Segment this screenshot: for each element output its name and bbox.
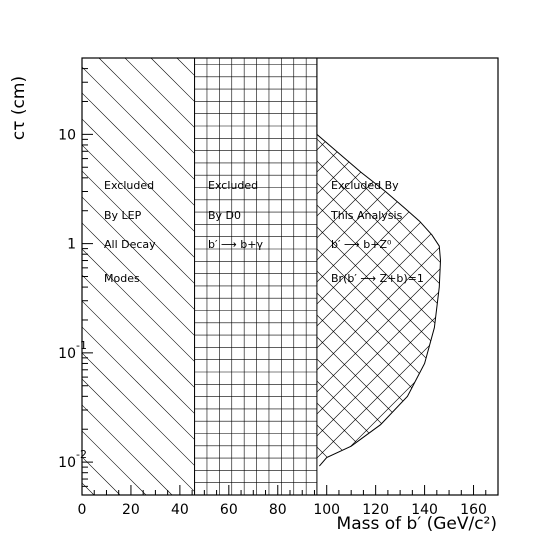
this-line-2: This Analysis <box>330 209 403 222</box>
d0-grid-region <box>194 58 317 495</box>
lep-hatch-line <box>82 326 194 440</box>
x-tick-label: 20 <box>122 502 140 518</box>
d0-region-label: Excluded By D0 b′ ⟶ b+γ <box>208 179 263 251</box>
lep-hatch-line <box>82 196 194 310</box>
this-analysis-region-label: Excluded By This Analysis b′ ⟶ b+Z⁰ Br(b… <box>330 179 424 285</box>
crosshatch-line <box>316 58 322 467</box>
crosshatch-line <box>433 58 441 467</box>
this-line-1: Excluded By <box>331 179 399 192</box>
y-tick-label: 10 <box>58 455 76 471</box>
lep-line-1: Excluded <box>104 179 154 192</box>
axis-ticks <box>81 57 499 496</box>
crosshatch-line <box>0 58 299 495</box>
plot-frame <box>81 57 499 496</box>
x-tick-label: 40 <box>171 502 189 518</box>
x-tick-label: 100 <box>313 502 340 518</box>
crosshatch-line <box>316 58 366 467</box>
crosshatch-line <box>316 58 441 467</box>
crosshatch-line <box>316 58 441 467</box>
x-tick-label: 140 <box>411 502 438 518</box>
region-labels: Excluded By LEP All Decay Modes Excluded… <box>104 179 424 285</box>
y-tick-label: 10 <box>58 346 76 362</box>
crosshatch-line <box>316 58 441 467</box>
crosshatch-line <box>316 58 441 467</box>
crosshatch-line <box>316 58 441 467</box>
crosshatch-line <box>411 58 441 467</box>
lep-hatch-line <box>82 378 194 492</box>
y-tick-label: 10 <box>58 127 76 143</box>
d0-line-3: b′ ⟶ b+γ <box>208 238 263 251</box>
crosshatch-line <box>316 58 441 467</box>
crosshatch-line <box>316 58 432 467</box>
lep-hatch-line <box>98 58 194 154</box>
crosshatch-line <box>316 58 388 467</box>
lep-hatch-line <box>82 404 173 495</box>
d0-line-2: By D0 <box>208 209 241 222</box>
crosshatch-line <box>411 58 441 467</box>
crosshatch-line <box>316 58 366 467</box>
lep-hatch-line <box>82 66 194 180</box>
crosshatch-line <box>456 58 553 495</box>
d0-line-1: Excluded <box>208 179 258 192</box>
x-tick-label: 120 <box>362 502 389 518</box>
crosshatch-line <box>316 58 344 467</box>
lep-region-label: Excluded By LEP All Decay Modes <box>104 179 156 285</box>
lep-line-3: All Decay <box>104 238 156 251</box>
lep-hatch-line <box>82 248 194 362</box>
crosshatch-line <box>316 58 441 467</box>
this-analysis-boundary <box>316 58 441 467</box>
lep-hatch-line <box>82 222 194 336</box>
lep-hatch-line <box>82 170 194 284</box>
crosshatch-line <box>316 58 441 467</box>
crosshatch-line <box>316 58 441 467</box>
x-tick-label: 160 <box>460 502 487 518</box>
y-tick-exponent: -1 <box>76 339 87 352</box>
y-tick-exponent: -2 <box>76 448 87 461</box>
crosshatch-line <box>316 58 410 467</box>
crosshatch-line <box>316 58 322 467</box>
y-tick-label: 1 <box>67 237 76 253</box>
crosshatch-line <box>316 58 344 467</box>
x-tick-label: 0 <box>78 502 87 518</box>
lep-hatch-line <box>82 92 194 206</box>
lep-hatch-region <box>82 58 194 495</box>
this-line-4: Br(b′ ⟶ Z+b)=1 <box>331 272 424 285</box>
crosshatch-line <box>0 58 299 495</box>
x-tick-label: 80 <box>269 502 287 518</box>
crosshatch-line <box>316 58 388 467</box>
y-axis-title: cτ (cm) <box>9 76 29 140</box>
x-tick-label: 60 <box>220 502 238 518</box>
lep-line-2: By LEP <box>104 209 142 222</box>
crosshatch-line <box>456 58 553 495</box>
this-line-3: b′ ⟶ b+Z⁰ <box>331 238 392 251</box>
lep-hatch-line <box>82 352 194 466</box>
lep-line-4: Modes <box>104 272 140 285</box>
x-axis-title: Mass of b′ (GeV/c²) <box>337 514 497 534</box>
crosshatch-line <box>316 58 441 467</box>
crosshatch-line <box>478 58 553 495</box>
crosshatch-line <box>316 58 441 467</box>
crosshatch-line <box>433 58 441 467</box>
crosshatch-line <box>478 58 553 495</box>
crosshatch-line <box>316 58 441 467</box>
lep-hatch-line <box>82 118 194 232</box>
